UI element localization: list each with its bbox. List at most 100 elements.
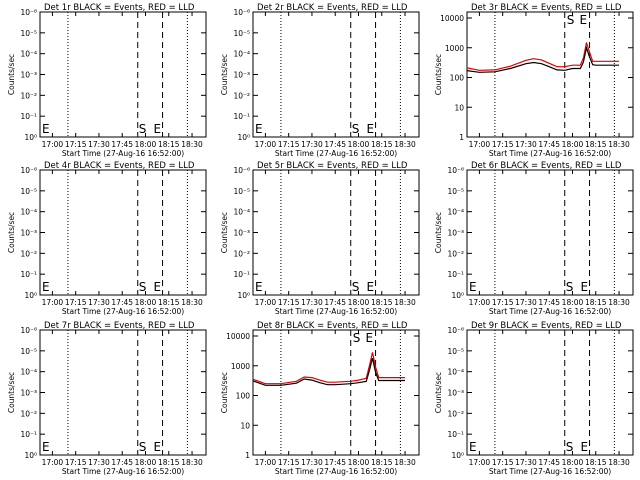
x-tick-label: 17:45 (111, 140, 133, 149)
plot-frame (39, 329, 207, 456)
plot-frame (466, 169, 634, 296)
x-tick-label: 18:15 (585, 140, 607, 149)
plot-frame (252, 329, 420, 456)
end-marker: E (580, 13, 588, 27)
y-tick-label: 10⁻² (20, 91, 37, 100)
x-axis-label: Start Time (27-Aug-16 16:52:00) (275, 149, 397, 158)
x-tick-label: 18:30 (608, 298, 630, 307)
y-axis-label: Counts/sec (434, 212, 443, 253)
events-series-line (252, 358, 405, 386)
end-marker: E (367, 280, 375, 294)
y-tick-label: 100 (450, 74, 465, 83)
plot-frame (252, 11, 420, 138)
x-tick-label: 18:00 (135, 298, 157, 307)
x-tick-label: 18:30 (608, 140, 630, 149)
y-tick-label: 10⁰ (451, 451, 464, 460)
plot-title: Det 9r BLACK = Events, RED = LLD (471, 321, 622, 331)
plot-frame (39, 169, 207, 296)
y-tick-label: 10 (240, 421, 250, 430)
x-tick-label: 18:15 (371, 140, 393, 149)
start-marker: S (567, 13, 575, 27)
x-axis-label: Start Time (27-Aug-16 16:52:00) (62, 467, 184, 476)
y-tick-label: 10⁻² (447, 409, 464, 418)
y-tick-label: 10⁻⁴ (233, 208, 250, 217)
y-tick-label: 10⁰ (237, 133, 250, 142)
x-tick-label: 18:00 (135, 458, 157, 467)
plot-title: Det 1r BLACK = Events, RED = LLD (44, 3, 195, 13)
start-marker: S (352, 122, 360, 136)
plot-frame (466, 11, 634, 138)
x-tick-label: 17:30 (88, 140, 110, 149)
y-tick-label: 10⁻⁴ (20, 368, 37, 377)
x-tick-label: 17:15 (65, 458, 87, 467)
x-tick-label: 17:00 (255, 298, 277, 307)
y-tick-label: 10⁻⁶ (233, 166, 250, 175)
x-tick-label: 18:30 (181, 298, 203, 307)
y-tick-label: 10⁻⁵ (233, 187, 250, 196)
y-tick-label: 10⁻⁴ (20, 50, 37, 59)
x-tick-label: 18:00 (348, 458, 370, 467)
x-tick-label: 17:15 (65, 140, 87, 149)
x-tick-label: 17:15 (278, 298, 300, 307)
x-axis-label: Start Time (27-Aug-16 16:52:00) (489, 149, 611, 158)
y-tick-label: 10⁻⁴ (447, 208, 464, 217)
y-tick-label: 10⁻⁴ (233, 50, 250, 59)
y-axis-label: Counts/sec (220, 54, 229, 95)
plot-frame (252, 169, 420, 296)
x-tick-label: 18:00 (348, 140, 370, 149)
end-marker: E (366, 331, 374, 345)
x-tick-label: 17:15 (65, 298, 87, 307)
end-marker-left: E (255, 122, 263, 136)
end-marker-left: E (42, 280, 50, 294)
x-tick-label: 17:15 (492, 298, 514, 307)
end-marker: E (154, 280, 162, 294)
x-axis-label: Start Time (27-Aug-16 16:52:00) (275, 467, 397, 476)
y-tick-label: 10⁻¹ (447, 270, 464, 279)
end-marker-left: E (42, 440, 50, 454)
x-tick-label: 18:00 (562, 458, 584, 467)
x-tick-label: 18:15 (585, 458, 607, 467)
x-tick-label: 17:30 (515, 298, 537, 307)
y-tick-label: 10⁻³ (233, 229, 250, 238)
x-tick-label: 18:00 (562, 298, 584, 307)
y-tick-label: 10⁻¹ (20, 270, 37, 279)
y-tick-label: 10⁻² (20, 409, 37, 418)
y-tick-label: 10⁰ (24, 133, 37, 142)
x-tick-label: 18:15 (585, 298, 607, 307)
end-marker-left: E (469, 280, 477, 294)
y-tick-label: 10⁻⁵ (20, 187, 37, 196)
y-tick-label: 10⁻² (20, 249, 37, 258)
start-marker: S (566, 440, 574, 454)
x-tick-label: 17:45 (538, 458, 560, 467)
y-tick-label: 10⁻² (233, 249, 250, 258)
y-tick-label: 10⁻⁶ (20, 166, 37, 175)
y-tick-label: 1000 (445, 44, 464, 53)
y-tick-label: 10⁻⁶ (233, 8, 250, 17)
x-tick-label: 17:45 (538, 140, 560, 149)
x-axis-label: Start Time (27-Aug-16 16:52:00) (62, 307, 184, 316)
y-axis-label: Counts/sec (7, 54, 16, 95)
x-tick-label: 18:30 (394, 458, 416, 467)
y-tick-label: 10⁻¹ (20, 430, 37, 439)
y-tick-label: 10⁻⁶ (447, 326, 464, 335)
plot-title: Det 2r BLACK = Events, RED = LLD (257, 3, 408, 13)
y-tick-label: 10⁻⁶ (447, 166, 464, 175)
end-marker: E (154, 122, 162, 136)
start-marker: S (353, 331, 361, 345)
x-tick-label: 17:30 (301, 458, 323, 467)
x-tick-label: 17:00 (42, 458, 64, 467)
plot-title: Det 4r BLACK = Events, RED = LLD (44, 161, 195, 171)
x-tick-label: 17:30 (88, 298, 110, 307)
end-marker-left: E (255, 280, 263, 294)
x-tick-label: 17:45 (538, 298, 560, 307)
end-marker: E (581, 280, 589, 294)
start-marker: S (566, 280, 574, 294)
x-tick-label: 17:00 (469, 140, 491, 149)
x-tick-label: 17:00 (42, 140, 64, 149)
